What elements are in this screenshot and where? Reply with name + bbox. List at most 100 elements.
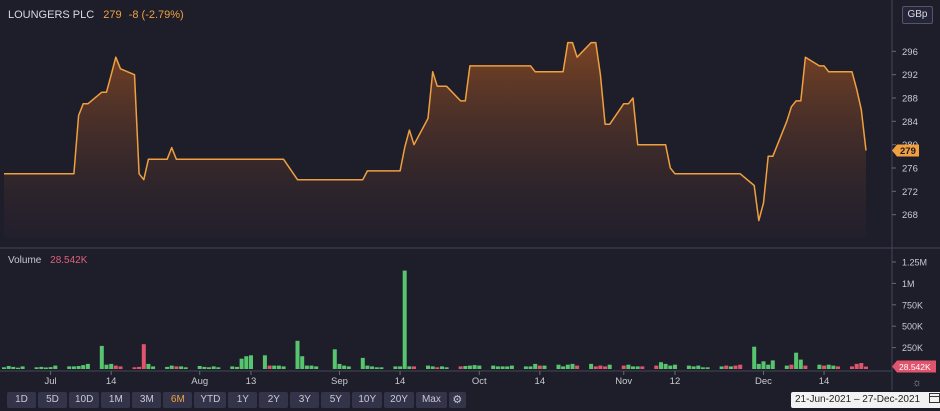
volume-bar [2,367,6,369]
volume-bar [826,364,831,369]
range-button-10d[interactable]: 10D [69,392,100,408]
volume-bar [435,367,440,369]
volume-tick-label: 750K [902,300,923,310]
range-button-5y[interactable]: 5Y [321,392,351,408]
range-button-6m[interactable]: 6M [163,392,193,408]
volume-bar [137,366,142,369]
volume-bar [337,363,342,369]
volume-bar [756,363,761,369]
volume-bar [374,367,379,369]
volume-bar [53,365,58,369]
range-button-ytd[interactable]: YTD [194,392,227,408]
volume-bar [67,366,72,369]
chart-header: LOUNGERS PLC 279 -8 (-2.79%) [8,9,184,21]
volume-bar [146,363,151,369]
price-change: -8 (-2.79%) [128,9,184,21]
volume-bar [281,366,286,369]
settings-gear-icon[interactable]: ⚙ [448,392,466,408]
volume-bar [817,364,822,369]
volume-bar [533,363,538,369]
price-tick-label: 296 [902,47,918,58]
volume-bar [104,364,109,369]
volume-bar [99,345,104,369]
volume-bar [34,367,39,369]
currency-button[interactable]: GBp [902,6,933,24]
volume-bar [365,365,370,369]
volume-bar [850,366,854,369]
last-volume-marker [892,360,936,373]
volume-bar [235,366,239,369]
volume-bar [752,346,757,369]
volume-bar [267,365,272,369]
volume-bar [705,367,710,369]
volume-bar [393,366,398,369]
range-button-10y[interactable]: 10Y [352,392,383,408]
volume-bar [197,366,202,369]
range-button-1d[interactable]: 1D [7,392,36,408]
volume-bar [16,367,20,369]
range-selector: 1D 5D 10D 1M 3M 6M YTD 1Y 2Y 3Y 5Y 10Y 2… [7,392,466,408]
volume-bar [440,366,444,369]
volume-bar [342,365,347,369]
volume-bar [239,358,244,369]
last-volume-label: 28.542K [899,362,931,372]
volume-bar [132,367,137,369]
volume-bar [472,365,477,369]
time-tick-label: Jul [45,376,57,387]
volume-tick-label: 1.25M [902,258,927,268]
volume-bar [831,365,836,369]
date-from: 21-Jun-2021 [795,394,852,405]
volume-bar [370,366,375,369]
volume-bar [109,363,114,369]
volume-bar [276,365,281,369]
volume-label: Volume [8,255,42,266]
volume-bar [603,366,608,369]
volume-bar [295,340,300,369]
volume-bar [430,366,435,369]
volume-bar [304,365,309,369]
volume-bar [346,366,351,369]
time-tick-label: 13 [246,376,257,387]
range-button-3y[interactable]: 3Y [290,392,320,408]
volume-bar [398,366,403,369]
volume-bar [491,365,496,369]
volume-value: 28.542K [50,255,88,266]
last-price-marker [892,144,919,157]
instrument-name: LOUNGERS PLC [8,9,95,21]
range-button-5d[interactable]: 5D [38,392,67,408]
volume-bar [598,365,603,369]
volume-bar [673,364,677,369]
volume-tick-label: 1M [902,279,915,289]
range-button-1y[interactable]: 1Y [228,392,258,408]
volume-bar [48,367,53,369]
volume-bar [309,365,314,369]
date-range-picker[interactable]: 21-Jun-2021 – 27-Dec-2021 [791,392,940,408]
volume-bar [575,365,580,369]
range-button-2y[interactable]: 2Y [259,392,289,408]
volume-tick-label: 250K [902,343,923,353]
volume-bar [686,365,691,369]
range-button-3m[interactable]: 3M [132,392,162,408]
time-tick-label: Nov [615,376,632,387]
range-button-max[interactable]: Max [415,392,447,408]
volume-bar [211,366,216,369]
volume-bar [864,366,868,369]
volume-bar [444,367,449,369]
volume-bar [500,366,505,369]
volume-bar [798,359,803,369]
date-to: 27-Dec-2021 [862,394,921,405]
range-button-1m[interactable]: 1M [101,392,131,408]
time-tick-label: Dec [755,376,772,387]
volume-bar [230,366,235,369]
volume-bar [118,366,123,369]
range-button-20y[interactable]: 20Y [384,392,414,408]
volume-bar [561,366,566,369]
volume-bar [640,366,645,369]
axis-settings-icon[interactable]: ☼ [912,377,923,389]
time-tick-label: Oct [472,376,487,387]
volume-bar [803,365,808,369]
volume-bar [216,367,221,369]
volume-bar [71,366,76,369]
volume-bar [174,366,179,369]
